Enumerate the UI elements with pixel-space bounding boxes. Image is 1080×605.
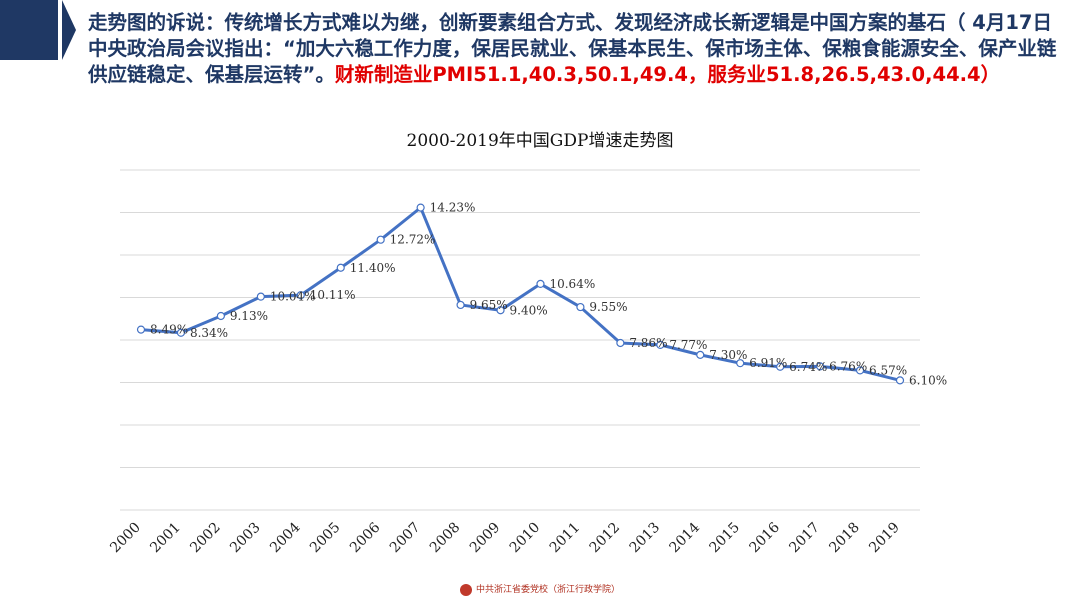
data-label: 9.65% bbox=[470, 298, 508, 312]
data-label: 8.34% bbox=[190, 326, 228, 340]
data-label: 10.11% bbox=[310, 288, 356, 302]
data-point bbox=[456, 300, 465, 310]
x-tick-label: 2005 bbox=[307, 520, 344, 557]
data-point bbox=[656, 340, 665, 349]
data-label: 6.76% bbox=[829, 359, 867, 373]
x-tick-label: 2008 bbox=[427, 520, 464, 557]
banner-flag bbox=[0, 0, 58, 60]
x-tick-label: 2009 bbox=[467, 520, 504, 557]
heading-highlight: 财新制造业PMI51.1,40.3,50.1,49.4，服务业51.8,26.5… bbox=[334, 63, 1001, 86]
banner-arrow bbox=[62, 0, 76, 60]
x-tick-label: 2016 bbox=[746, 519, 783, 556]
x-tick-label: 2002 bbox=[187, 520, 224, 557]
data-point bbox=[416, 203, 425, 212]
data-point bbox=[696, 350, 705, 359]
data-label: 10.04% bbox=[270, 290, 316, 304]
data-point bbox=[536, 279, 545, 289]
x-tick-label: 2010 bbox=[507, 520, 544, 557]
data-point bbox=[176, 328, 186, 337]
x-tick-label: 2012 bbox=[587, 520, 624, 557]
data-label: 9.40% bbox=[510, 303, 548, 317]
data-labels: 8.49% 8.34%9.13%10.04%10.11% 11.40% 12.72% 1… bbox=[150, 201, 947, 388]
data-label: 12.72% bbox=[390, 233, 436, 247]
data-label: 7.77% bbox=[669, 338, 707, 352]
party-school-seal-icon bbox=[459, 583, 472, 596]
x-tick-label: 2013 bbox=[627, 520, 664, 557]
data-point bbox=[136, 325, 146, 334]
series-line bbox=[140, 206, 901, 382]
data-label: 9.13% bbox=[230, 309, 268, 323]
data-point bbox=[776, 362, 785, 371]
data-label: 6.91% bbox=[749, 356, 787, 370]
data-point bbox=[376, 235, 385, 244]
x-tick-label: 2000 bbox=[107, 520, 144, 557]
data-label: 9.55% bbox=[589, 300, 627, 314]
data-point bbox=[256, 292, 265, 301]
data-point bbox=[576, 302, 585, 312]
data-label: 6.57% bbox=[869, 363, 907, 377]
x-tick-label: 2001 bbox=[147, 520, 184, 557]
x-tick-label: 2017 bbox=[786, 520, 823, 557]
data-label: 7.30% bbox=[709, 348, 747, 362]
heading-text: 走势图的诉说：传统增长方式难以为继，创新要素组合方式、发现经济成长新逻辑是中国方… bbox=[88, 11, 1057, 86]
x-tick-label: 2004 bbox=[267, 519, 304, 556]
data-point bbox=[855, 366, 865, 375]
data-point bbox=[816, 362, 825, 371]
gdp-line-chart: 2000 2001 2002 2003 2004 2005 2006 2007 2008 2009… bbox=[107, 169, 947, 556]
footer-text: 中共浙江省委党校（浙江行政学院） bbox=[475, 585, 620, 595]
data-label: 6.74% bbox=[789, 360, 827, 374]
series-gdp bbox=[136, 203, 905, 385]
x-tick-label: 2007 bbox=[387, 520, 424, 557]
x-tick-label: 2011 bbox=[547, 520, 584, 557]
chart-title: 2000-2019年中国GDP增速走势图 bbox=[406, 131, 674, 151]
x-tick-label: 2015 bbox=[707, 520, 744, 557]
data-point bbox=[895, 376, 905, 385]
data-point bbox=[496, 306, 505, 315]
data-point bbox=[216, 311, 225, 321]
data-label: 10.64% bbox=[549, 277, 595, 291]
data-point bbox=[736, 359, 745, 368]
gridlines bbox=[120, 169, 920, 511]
data-point bbox=[296, 291, 305, 300]
data-label: 7.86% bbox=[629, 336, 667, 350]
data-label: 14.23% bbox=[430, 201, 476, 215]
data-point bbox=[336, 263, 345, 272]
data-label: 11.40% bbox=[350, 261, 396, 275]
data-point bbox=[616, 338, 625, 348]
x-tick-label: 2006 bbox=[347, 519, 384, 556]
title-banner bbox=[0, 0, 76, 60]
footer: 中共浙江省委党校（浙江行政学院） bbox=[0, 582, 1080, 596]
data-label: 6.10% bbox=[909, 373, 947, 387]
x-tick-label: 2019 bbox=[866, 520, 903, 557]
slide-heading: 走势图的诉说：传统增长方式难以为继，创新要素组合方式、发现经济成长新逻辑是中国方… bbox=[88, 10, 1063, 88]
data-label: 8.49% bbox=[150, 323, 188, 337]
x-tick-label: 2014 bbox=[667, 519, 704, 556]
x-tick-label: 2018 bbox=[826, 520, 863, 557]
x-tick-label: 2003 bbox=[227, 520, 264, 557]
x-axis-ticks: 2000 2001 2002 2003 2004 2005 2006 2007 2008 2009… bbox=[107, 519, 903, 556]
